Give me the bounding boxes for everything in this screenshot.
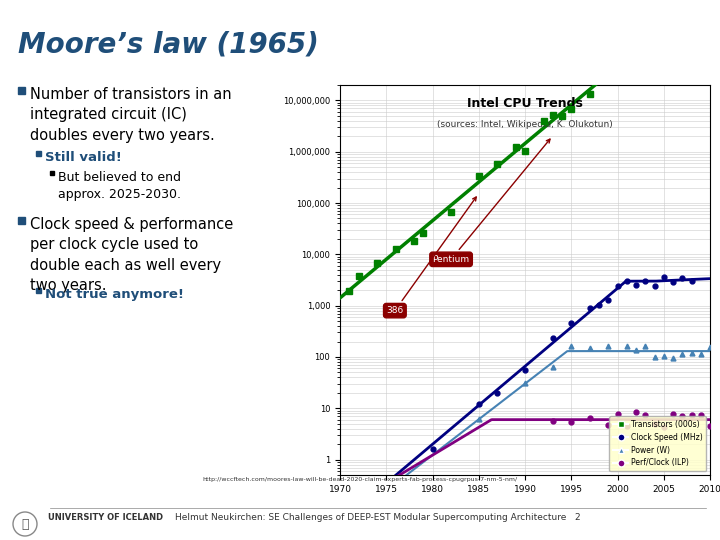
Bar [36, 288, 41, 293]
Text: Intel CPU Trends: Intel CPU Trends [467, 97, 583, 110]
Text: Clock speed & performance
per clock cycle used to
double each as well every
two : Clock speed & performance per clock cycl… [30, 217, 233, 293]
Text: 386: 386 [386, 197, 476, 315]
Text: Number of transistors in an
integrated circuit (IC)
doubles every two years.: Number of transistors in an integrated c… [30, 87, 232, 143]
Text: http://wccftech.com/moores-law-will-be-dead-2020-claim-experts-fab-process-cpugr: http://wccftech.com/moores-law-will-be-d… [202, 477, 518, 482]
Text: UNIVERSITY OF ICELAND: UNIVERSITY OF ICELAND [48, 514, 163, 523]
Text: Still valid!: Still valid! [45, 151, 122, 164]
Bar [18, 87, 25, 94]
Bar [340, 85, 710, 475]
Text: (sources: Intel, Wikipedia, K. Olukotun): (sources: Intel, Wikipedia, K. Olukotun) [437, 120, 613, 129]
Text: Moore’s law (1965): Moore’s law (1965) [18, 30, 319, 58]
Text: But believed to end
approx. 2025-2030.: But believed to end approx. 2025-2030. [58, 171, 181, 201]
Bar [50, 171, 54, 175]
Bar [36, 151, 41, 156]
Text: Pentium: Pentium [433, 139, 550, 264]
Text: Pentium 4: Pentium 4 [0, 539, 1, 540]
Text: Dual-Core Itanium 2: Dual-Core Itanium 2 [0, 539, 1, 540]
Text: 🏛: 🏛 [22, 517, 29, 530]
Bar [18, 217, 25, 224]
Legend: Transistors (000s), Clock Speed (MHz), Power (W), Perf/Clock (ILP): Transistors (000s), Clock Speed (MHz), P… [609, 416, 706, 471]
Text: Not true anymore!: Not true anymore! [45, 288, 184, 301]
Text: Helmut Neukirchen: SE Challenges of DEEP-EST Modular Supercomputing Architecture: Helmut Neukirchen: SE Challenges of DEEP… [175, 514, 580, 523]
